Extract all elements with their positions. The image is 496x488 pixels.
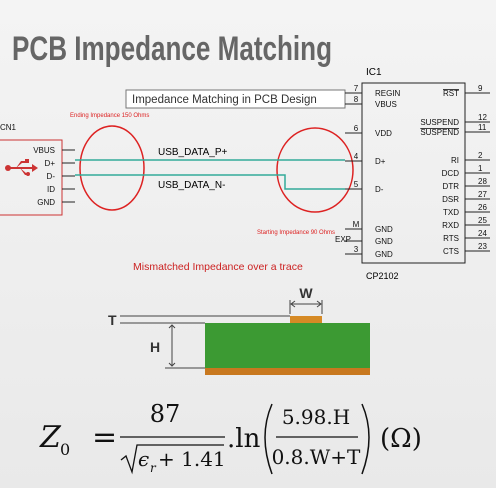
connector-pin: D- bbox=[47, 172, 56, 181]
pin-number: 12 bbox=[478, 113, 487, 122]
pin-label: DTR bbox=[443, 182, 460, 191]
pin-label: D- bbox=[375, 185, 384, 194]
pin-label: RI bbox=[451, 156, 459, 165]
pin-number: 26 bbox=[478, 203, 487, 212]
pin-number: 28 bbox=[478, 177, 487, 186]
formula-inner-denominator: 0.8.W+T bbox=[272, 445, 361, 469]
trace-negative bbox=[75, 174, 345, 190]
formula-eps: ϵ bbox=[138, 447, 149, 471]
pin-number: 6 bbox=[354, 124, 359, 133]
pin-label: RTS bbox=[443, 234, 459, 243]
pin-label: RXD bbox=[442, 221, 459, 230]
formula-lhs: Z bbox=[39, 420, 62, 455]
formula-numerator: 87 bbox=[150, 400, 181, 428]
pin-number: 2 bbox=[478, 151, 483, 160]
pin-number: 25 bbox=[478, 216, 487, 225]
connector-ref: CN1 bbox=[0, 123, 17, 132]
formula-lhs-sub: 0 bbox=[60, 440, 70, 459]
pin-label: GND bbox=[375, 250, 393, 259]
pin-number: 3 bbox=[354, 245, 359, 254]
formula-ln: .ln bbox=[227, 424, 261, 454]
pin-number: 11 bbox=[478, 123, 487, 132]
pin-label: GND bbox=[375, 225, 393, 234]
pin-label: DCD bbox=[442, 169, 460, 178]
thickness-label: T bbox=[108, 312, 117, 328]
pin-label: VDD bbox=[375, 129, 392, 138]
pin-number: 9 bbox=[478, 84, 483, 93]
pin-number: 5 bbox=[354, 180, 359, 189]
parentheses bbox=[264, 403, 370, 475]
fraction-line bbox=[120, 436, 225, 475]
pin-label: D+ bbox=[375, 157, 386, 166]
pin-label: SUSPEND bbox=[420, 118, 459, 127]
note-mismatch: Mismatched Impedance over a trace bbox=[133, 261, 303, 273]
trace-copper bbox=[290, 316, 322, 323]
ic-part: CP2102 bbox=[366, 271, 399, 281]
pin-label: REGIN bbox=[375, 89, 401, 98]
pin-label: SUSPEND bbox=[420, 128, 459, 137]
pin-number: 24 bbox=[478, 229, 487, 238]
dimension-lines bbox=[120, 300, 323, 369]
tooltip-box bbox=[125, 89, 346, 109]
pin-number: M bbox=[353, 220, 360, 229]
board bbox=[205, 323, 370, 368]
note-ending: Ending Impedance 150 Ohms bbox=[70, 113, 149, 119]
connector-pin: GND bbox=[37, 198, 55, 207]
net-positive: USB_DATA_P+ bbox=[158, 147, 228, 158]
pin-number: 23 bbox=[478, 242, 487, 251]
tooltip: Impedance Matching in PCB Design bbox=[132, 94, 317, 106]
connector-pin: VBUS bbox=[33, 146, 55, 155]
usb-icon bbox=[5, 159, 38, 176]
net-negative: USB_DATA_N- bbox=[158, 180, 225, 191]
connector-pin: ID bbox=[47, 185, 55, 194]
pin-number: 27 bbox=[478, 190, 487, 199]
width-label: W bbox=[299, 285, 313, 301]
formula-equals: = bbox=[92, 420, 117, 455]
height-label: H bbox=[150, 339, 160, 355]
pin-number: 8 bbox=[354, 95, 359, 104]
starting-ellipse bbox=[276, 127, 354, 213]
connector-pin: D+ bbox=[45, 159, 56, 168]
formula-eps-sub: r bbox=[150, 461, 157, 475]
ground-plane bbox=[205, 368, 370, 375]
connector-box bbox=[0, 139, 63, 216]
pin-number: 7 bbox=[354, 84, 359, 93]
title: PCB Impedance Matching bbox=[12, 30, 332, 68]
pin-label: TXD bbox=[443, 208, 459, 217]
pin-number: EXP bbox=[335, 235, 351, 244]
pin-label: GND bbox=[375, 237, 393, 246]
ending-ellipse bbox=[79, 125, 145, 211]
note-starting: Starting Impedance 90 Ohms bbox=[257, 230, 335, 236]
pin-label: RST bbox=[443, 89, 459, 98]
ic-ref: IC1 bbox=[366, 67, 382, 78]
formula-denominator: + 1.41 bbox=[158, 447, 226, 471]
pin-number: 4 bbox=[354, 152, 359, 161]
pin-number: 1 bbox=[478, 164, 483, 173]
pin-label: VBUS bbox=[375, 100, 397, 109]
pin-label: CTS bbox=[443, 247, 459, 256]
formula-inner-numerator: 5.98.H bbox=[282, 405, 350, 429]
formula-unit: (Ω) bbox=[380, 424, 422, 454]
pin-label: DSR bbox=[442, 195, 459, 204]
